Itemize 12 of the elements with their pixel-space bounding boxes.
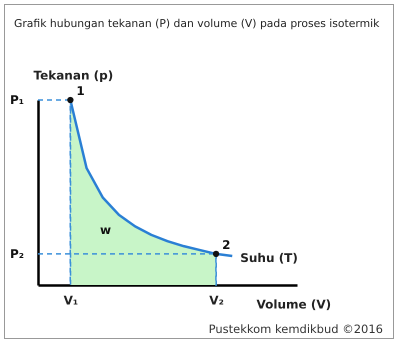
text: P₂ [10,247,24,261]
x-tick-label: V₂ [209,294,224,308]
x-tick-label: V₁ [64,294,78,308]
text: Pustekkom kemdikbud ©2016 [208,322,383,336]
chart-title: Grafik hubungan tekanan (P) dan volume (V) pada proses isotermik [14,17,380,30]
annotation: w [100,223,112,237]
x-axis-title: Volume (V) [256,298,332,312]
y-axis-title: Tekanan (p) [34,68,114,82]
text: P₁ [10,93,24,107]
annotation: 1 [76,84,85,98]
series-label: Suhu (T) [240,250,298,265]
annotation: 2 [222,238,230,252]
